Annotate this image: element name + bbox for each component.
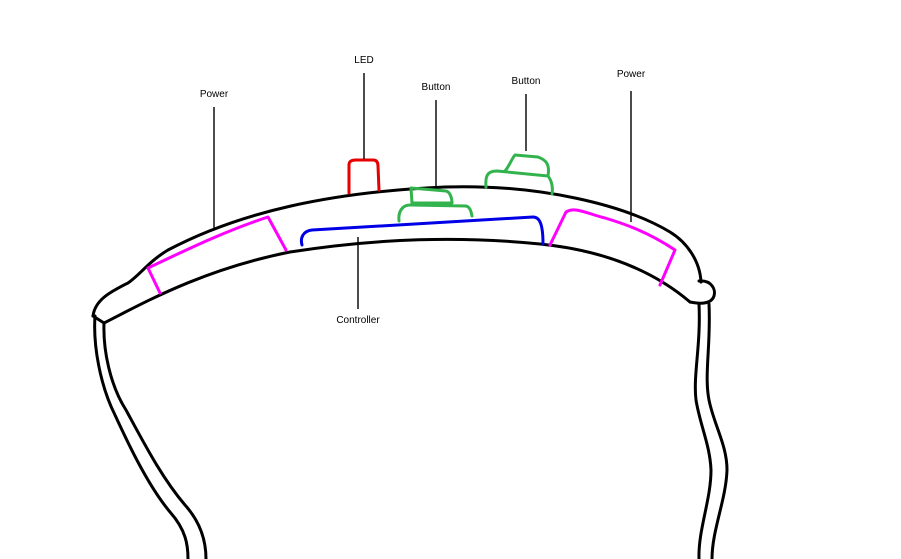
power-left-component: [146, 215, 288, 295]
button-2-component: [484, 153, 554, 196]
controller-label: Controller: [336, 315, 380, 326]
left-side-outer-line: [93, 314, 190, 559]
left-side-inner-line: [102, 321, 208, 559]
headband-right-cap: [688, 279, 716, 305]
headband-inner-edge: [102, 237, 692, 325]
controller-component: [299, 215, 545, 247]
led-label: LED: [354, 55, 374, 66]
button-1-label: Button: [421, 82, 451, 93]
right-side-inner-line: [705, 302, 729, 559]
power-left-label: Power: [199, 89, 229, 100]
led-component: [347, 158, 381, 195]
button-1-component: [397, 186, 474, 223]
power-right-label: Power: [616, 69, 646, 80]
right-side-outer-line: [693, 302, 713, 559]
headband-outer-edge: [91, 185, 703, 318]
button-2-label: Button: [511, 76, 541, 87]
power-right-component: [548, 208, 677, 287]
